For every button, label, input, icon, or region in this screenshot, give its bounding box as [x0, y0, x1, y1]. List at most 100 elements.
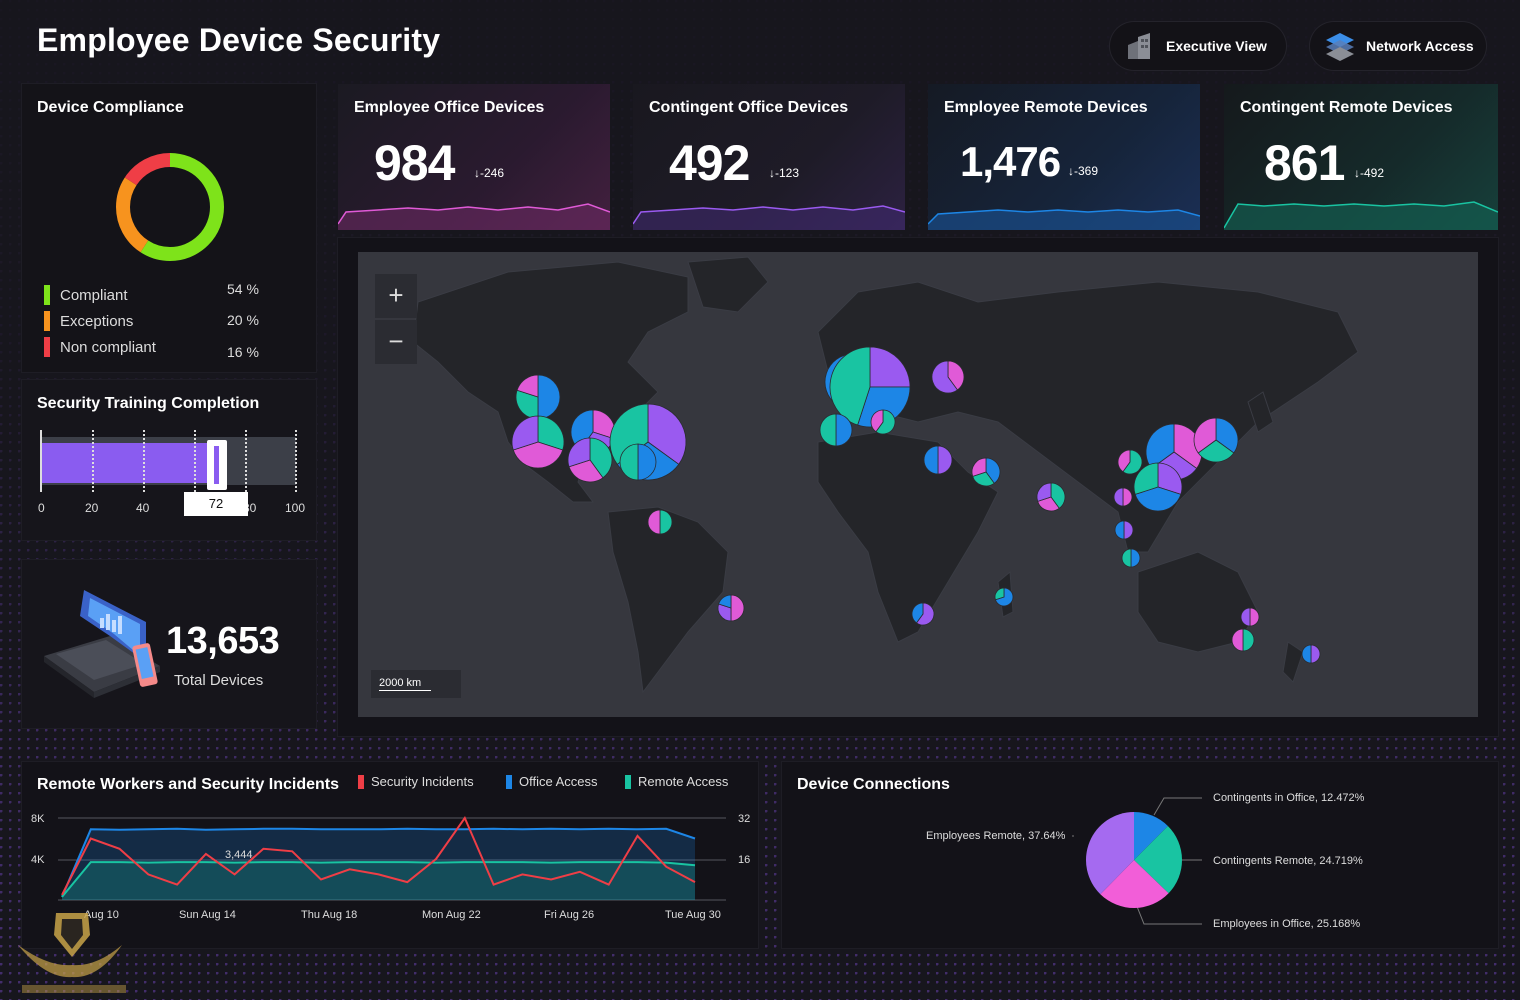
pie-slice-employees-remote[interactable] [1086, 812, 1134, 895]
map-bubble-slice[interactable] [947, 360, 965, 391]
map-bubble-slice[interactable] [1130, 548, 1141, 568]
map-bubble-slice[interactable] [875, 409, 896, 435]
legend-office-access: Office Access [506, 774, 598, 789]
map-bubble-layer [511, 346, 1321, 664]
x-tick-thu-aug-18: Thu Aug 18 [301, 909, 358, 921]
map-bubble-slice[interactable] [730, 594, 745, 622]
map-bubble-slice[interactable] [511, 415, 539, 451]
kpi-title: Employee Office Devices [354, 99, 545, 116]
kpi-sparkline [1224, 201, 1498, 230]
map-bubble-slice[interactable] [1249, 607, 1260, 627]
map-bubble-slice[interactable] [1050, 482, 1066, 509]
pie-label-contingents-in-office: Contingents in Office, 12.472% [1213, 792, 1365, 804]
map-bubble-slice[interactable] [516, 374, 539, 398]
map-bubble-slice[interactable] [923, 445, 939, 475]
map-bubble-slice[interactable] [835, 413, 853, 447]
kpi-delta: ↓-369 [1068, 164, 1098, 178]
map-bubble-slice[interactable] [537, 415, 565, 451]
map-bubble-slice[interactable] [568, 459, 604, 483]
map-bubble-slice[interactable] [1121, 548, 1132, 568]
map-bubble-slice[interactable] [819, 413, 837, 447]
arrow-down-icon: ↓ [1068, 164, 1074, 178]
map-bubble-slice[interactable] [1215, 417, 1239, 454]
kpi-delta: ↓-492 [1354, 166, 1384, 180]
map-bubble-slice[interactable] [647, 509, 661, 535]
map-bubble-slice[interactable] [609, 403, 649, 465]
zoom-in-button[interactable]: + [375, 274, 417, 318]
gridline-60 [194, 430, 196, 492]
map-bubble-slice[interactable] [1122, 487, 1133, 507]
map-scale-box: 2000 km [371, 670, 461, 698]
map-bubble-slice[interactable] [1310, 644, 1321, 664]
gridline-100 [295, 430, 297, 492]
leader-line [1135, 903, 1202, 925]
map-bubble-slice[interactable] [985, 457, 1001, 484]
map-bubble-slice[interactable] [931, 360, 958, 394]
area-remote-access [62, 862, 695, 900]
landmass-japan [1247, 391, 1274, 433]
legend-label: Office Access [519, 774, 598, 789]
pie-slice-contingents-remote[interactable] [1134, 825, 1182, 894]
map-bubble-slice[interactable] [1134, 486, 1182, 512]
legend-pct-non-compliant: 16 % [227, 344, 259, 360]
kpi-delta-value: -492 [1360, 166, 1385, 180]
kpi-delta-value: -123 [775, 166, 800, 180]
map-bubble-slice[interactable] [994, 587, 1005, 601]
map-bubble-slice[interactable] [619, 443, 639, 481]
map-bubble-slice[interactable] [1114, 520, 1125, 540]
map-bubble-slice[interactable] [1157, 462, 1183, 495]
map-bubble-slice[interactable] [1123, 520, 1134, 540]
map-bubble-slice[interactable] [637, 443, 657, 481]
map-bubble-slice[interactable] [1301, 644, 1312, 664]
map-bubble-slice[interactable] [512, 441, 564, 469]
kpi-sparkline [633, 205, 905, 230]
map-bubble-slice[interactable] [911, 602, 924, 624]
map-bubble-slice[interactable] [717, 603, 732, 622]
kpi-title: Contingent Office Devices [649, 99, 849, 116]
map-bubble-slice[interactable] [869, 346, 911, 388]
device-compliance-title: Device Compliance [37, 99, 184, 116]
device-connections-title: Device Connections [797, 776, 950, 793]
kpi-sparkline [928, 209, 1200, 230]
landmass-africa [817, 431, 999, 643]
legend-swatch [625, 774, 631, 789]
pie-slice-contingents-in-office[interactable] [1134, 812, 1168, 860]
map-bubble-slice[interactable] [1231, 628, 1244, 652]
world-map[interactable]: + − 2000 km [358, 252, 1478, 717]
map-bubble-slice[interactable] [718, 594, 732, 609]
map-bubble-slice[interactable] [971, 457, 987, 477]
map-bubble-slice[interactable] [870, 409, 884, 433]
kpi-value: 984 [374, 135, 455, 191]
zoom-out-button[interactable]: − [375, 320, 417, 364]
executive-view-button[interactable]: Executive View [1110, 22, 1286, 70]
map-bubble-slice[interactable] [1117, 449, 1131, 473]
map-bubble-slice[interactable] [1122, 449, 1143, 475]
map-bubble-slice[interactable] [567, 437, 591, 468]
device-connections-panel: Device Connections Contingents in Office… [782, 762, 1498, 948]
map-bubble-slice[interactable] [1037, 496, 1060, 512]
map-bubble-slice[interactable] [1197, 439, 1235, 463]
network-access-label: Network Access [1366, 38, 1474, 54]
map-bubble-slice[interactable] [1240, 607, 1251, 627]
map-bubble-slice[interactable] [647, 403, 687, 465]
training-value-tooltip: 72 [184, 492, 248, 516]
map-bubble-slice[interactable] [1193, 417, 1217, 454]
map-bubble-slice[interactable] [937, 445, 953, 475]
landmass-eurasia [817, 281, 1359, 553]
kpi-contingent-office-devices: Contingent Office Devices 492 ↓-123 [633, 84, 905, 230]
map-bubble-slice[interactable] [1113, 487, 1124, 507]
map-bubble-slice[interactable] [915, 602, 935, 626]
network-access-button[interactable]: Network Access [1310, 22, 1486, 70]
arrow-down-icon: ↓ [1354, 166, 1360, 180]
compliance-donut-chart [116, 153, 224, 261]
map-bubble-slice[interactable] [1242, 628, 1255, 652]
map-bubble-slice[interactable] [1036, 482, 1052, 502]
map-bubble-slice[interactable] [659, 509, 673, 535]
training-axis-line [40, 430, 42, 492]
executive-view-label: Executive View [1166, 38, 1267, 54]
pie-slice-employees-in-office[interactable] [1100, 860, 1169, 908]
buildings-icon [1128, 33, 1150, 59]
map-bubble-slice[interactable] [589, 437, 613, 479]
map-bubble-slice[interactable] [1133, 462, 1159, 495]
map-bubble-slice[interactable] [972, 471, 995, 487]
